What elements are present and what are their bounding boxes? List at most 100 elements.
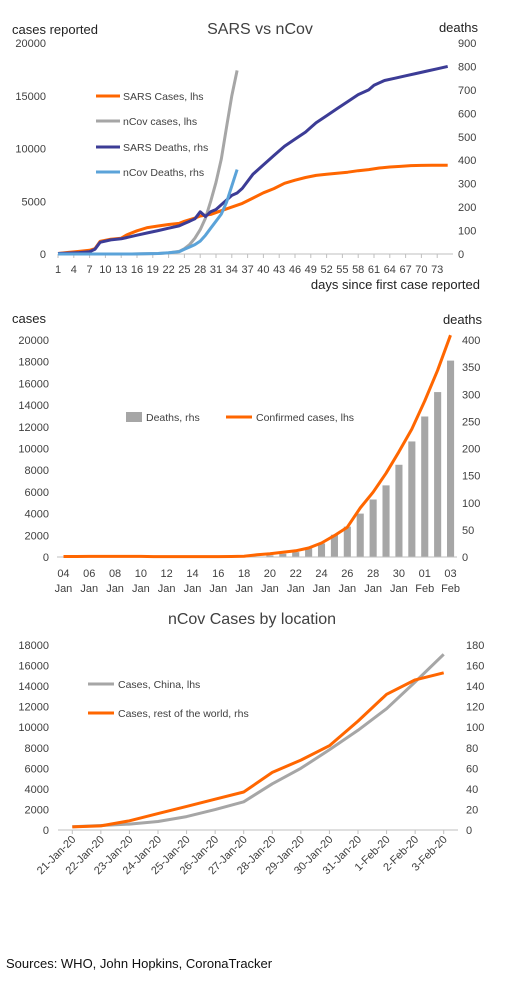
chart1-xtick-label: 7 bbox=[87, 264, 93, 276]
chart3-ytick-left: 12000 bbox=[18, 702, 49, 714]
chart1-xtick-label: 40 bbox=[257, 264, 269, 276]
chart1-xtick-label: 19 bbox=[147, 264, 159, 276]
chart2-bar bbox=[434, 392, 442, 557]
chart1-legend-label: SARS Deaths, rhs bbox=[123, 142, 208, 154]
chart2-xtick-day: 06 bbox=[83, 568, 95, 580]
chart1-ytick-left: 5000 bbox=[22, 196, 46, 208]
chart2-xtick-month: Jan bbox=[364, 583, 382, 595]
chart1-ytick-right: 800 bbox=[458, 61, 476, 73]
chart2-xtick-day: 12 bbox=[161, 568, 173, 580]
chart1-xtick-label: 13 bbox=[115, 264, 127, 276]
chart-cases-and-deaths: cases deaths02000400060008000100001200014… bbox=[12, 311, 482, 595]
chart2-xtick-day: 16 bbox=[212, 568, 224, 580]
chart2-xtick-day: 14 bbox=[186, 568, 198, 580]
chart2-ytick-left: 4000 bbox=[25, 509, 49, 521]
chart3-ytick-right: 160 bbox=[466, 661, 484, 673]
chart1-xtick-label: 28 bbox=[194, 264, 206, 276]
chart2-ytick-right: 100 bbox=[462, 498, 480, 510]
chart1-ytick-right: 200 bbox=[458, 202, 476, 214]
chart2-xtick-month: Jan bbox=[313, 583, 331, 595]
chart1-xtick-label: 4 bbox=[71, 264, 77, 276]
chart1-xtick-label: 1 bbox=[55, 264, 61, 276]
chart3-ytick-right: 40 bbox=[466, 784, 478, 796]
chart3-series-line bbox=[72, 671, 445, 829]
chart1-xtick-label: 67 bbox=[399, 264, 411, 276]
chart2-bar bbox=[266, 555, 274, 557]
chart3-ytick-right: 180 bbox=[466, 640, 484, 652]
chart1-series-line bbox=[57, 64, 449, 255]
chart2-bar bbox=[421, 416, 429, 557]
chart3-ytick-left: 2000 bbox=[25, 804, 49, 816]
chart2-ytick-left: 8000 bbox=[25, 465, 49, 477]
source-note: Sources: WHO, John Hopkins, CoronaTracke… bbox=[6, 956, 273, 971]
chart1-ytick-right: 400 bbox=[458, 155, 476, 167]
chart2-xtick-month: Jan bbox=[132, 583, 150, 595]
chart3-ytick-left: 6000 bbox=[25, 763, 49, 775]
chart2-ytick-left: 14000 bbox=[18, 400, 49, 412]
chart2-xtick-day: 24 bbox=[315, 568, 327, 580]
chart2-bar bbox=[382, 485, 390, 557]
chart3-title: nCov Cases by location bbox=[168, 611, 336, 628]
chart2-bar bbox=[305, 547, 313, 557]
chart1-xtick-label: 70 bbox=[415, 264, 427, 276]
chart1-ytick-right: 900 bbox=[458, 38, 476, 50]
chart2-bar bbox=[279, 553, 287, 557]
chart1-ytick-right: 100 bbox=[458, 226, 476, 238]
chart1-xtick-label: 16 bbox=[131, 264, 143, 276]
chart1-xtick-label: 25 bbox=[178, 264, 190, 276]
chart3-ytick-right: 140 bbox=[466, 681, 484, 693]
chart2-legend-label: Deaths, rhs bbox=[146, 412, 200, 424]
chart2-ytick-right: 0 bbox=[462, 552, 468, 564]
chart-sars-vs-ncov: SARS vs nCov cases reported deaths days sin… bbox=[12, 20, 480, 292]
chart1-xtick-label: 64 bbox=[384, 264, 396, 276]
chart2-ytick-right: 50 bbox=[462, 525, 474, 537]
chart3-legend-label: Cases, China, lhs bbox=[118, 679, 200, 691]
chart1-ytick-right: 700 bbox=[458, 85, 476, 97]
chart1-ytick-left: 20000 bbox=[15, 38, 46, 50]
chart2-ylabel-left: cases bbox=[12, 311, 46, 326]
chart1-xtick-label: 73 bbox=[431, 264, 443, 276]
chart3-ytick-right: 0 bbox=[466, 825, 472, 837]
chart1-ytick-right: 0 bbox=[458, 249, 464, 261]
chart2-bar bbox=[292, 552, 300, 557]
chart2-ytick-right: 300 bbox=[462, 389, 480, 401]
chart2-bar bbox=[408, 441, 416, 557]
chart1-xlabel: days since first case reported bbox=[311, 277, 480, 292]
chart1-ytick-left: 15000 bbox=[15, 91, 46, 103]
chart1-ytick-right: 600 bbox=[458, 108, 476, 120]
chart2-xtick-month: Jan bbox=[80, 583, 98, 595]
chart2-xtick-month: Jan bbox=[287, 583, 305, 595]
chart1-xtick-label: 61 bbox=[368, 264, 380, 276]
chart1-xtick-label: 46 bbox=[289, 264, 301, 276]
chart2-bar bbox=[343, 526, 351, 557]
chart1-title: SARS vs nCov bbox=[207, 21, 313, 38]
chart2-bar bbox=[369, 499, 377, 557]
chart2-ytick-left: 12000 bbox=[18, 422, 49, 434]
chart1-legend-label: nCov Deaths, rhs bbox=[123, 167, 204, 179]
chart3-ytick-left: 14000 bbox=[18, 681, 49, 693]
chart2-xtick-month: Jan bbox=[209, 583, 227, 595]
chart2-ylabel-right: deaths bbox=[443, 312, 483, 327]
chart2-xtick-month: Jan bbox=[390, 583, 408, 595]
chart2-bar bbox=[330, 534, 338, 557]
chart3-ytick-left: 18000 bbox=[18, 640, 49, 652]
chart1-xtick-label: 34 bbox=[226, 264, 238, 276]
chart2-ytick-right: 400 bbox=[462, 335, 480, 347]
chart3-ytick-left: 8000 bbox=[25, 743, 49, 755]
chart3-ytick-right: 120 bbox=[466, 702, 484, 714]
chart1-xtick-label: 10 bbox=[99, 264, 111, 276]
chart2-legend-label: Confirmed cases, lhs bbox=[256, 412, 354, 424]
chart2-ytick-right: 150 bbox=[462, 471, 480, 483]
chart2-xtick-day: 18 bbox=[238, 568, 250, 580]
chart2-xtick-month: Jan bbox=[158, 583, 176, 595]
chart3-ytick-left: 10000 bbox=[18, 722, 49, 734]
chart1-ylabel-left: cases reported bbox=[12, 22, 98, 37]
chart3-ytick-left: 16000 bbox=[18, 661, 49, 673]
chart2-xtick-day: 22 bbox=[290, 568, 302, 580]
chart2-legend-swatch bbox=[126, 412, 142, 422]
chart1-xtick-label: 55 bbox=[336, 264, 348, 276]
chart2-xtick-day: 28 bbox=[367, 568, 379, 580]
chart2-ytick-left: 10000 bbox=[18, 444, 49, 456]
chart2-bar bbox=[395, 464, 403, 557]
chart1-xtick-label: 37 bbox=[241, 264, 253, 276]
